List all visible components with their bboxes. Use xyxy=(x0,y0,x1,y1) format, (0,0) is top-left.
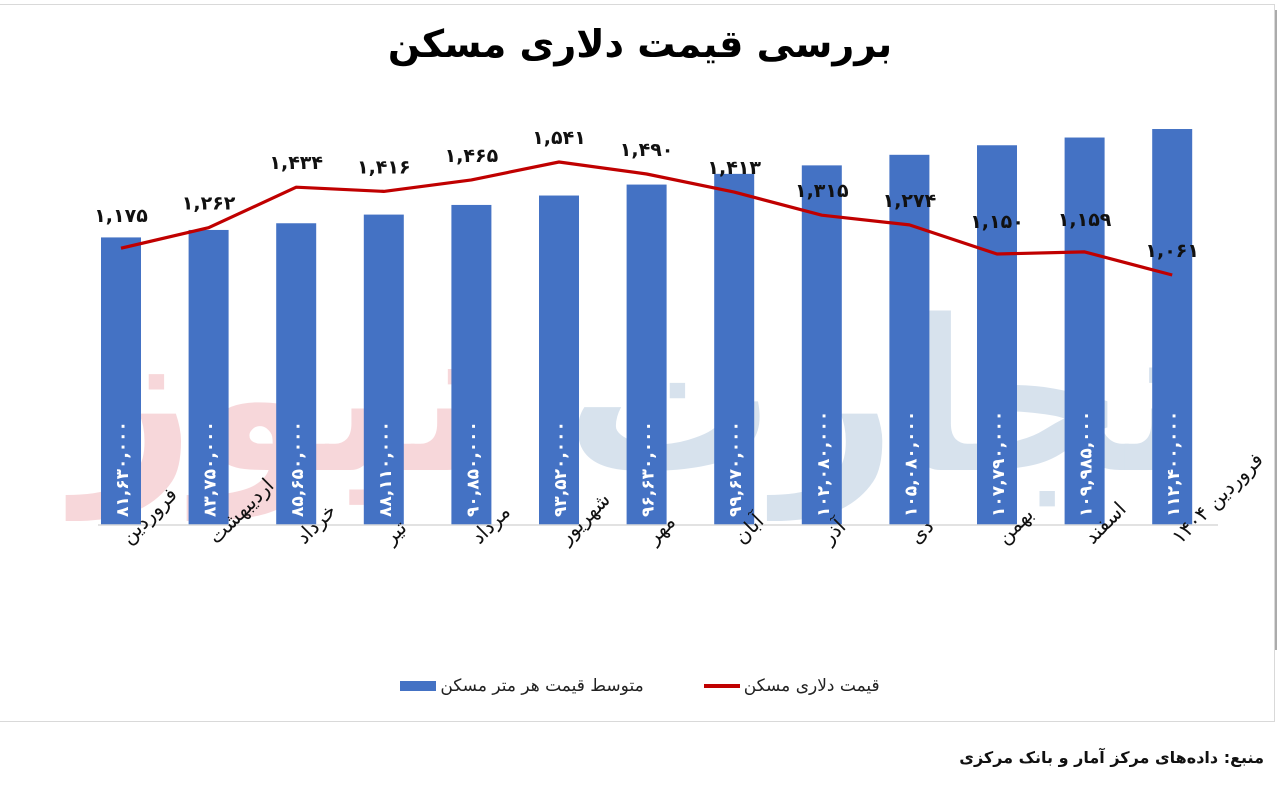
bar-value-label: ۸۵,۶۵۰,۰۰۰ xyxy=(288,421,308,517)
bar xyxy=(539,195,579,525)
line-value-label: ۱,۴۶۵ xyxy=(445,145,499,167)
bar xyxy=(801,165,842,525)
bar xyxy=(276,223,317,525)
frame-edge xyxy=(1275,10,1277,650)
price-line xyxy=(120,160,1173,277)
bar-value-label: ۱۰۷,۷۹۰,۰۰۰ xyxy=(989,411,1009,517)
bar xyxy=(363,214,404,525)
bar-value-label: ۸۱,۶۳۰,۰۰۰ xyxy=(113,421,133,517)
bar-value-label: ۹۶,۶۳۰,۰۰۰ xyxy=(639,421,659,517)
chart-title: بررسی قیمت دلاری مسکن xyxy=(387,22,893,66)
legend-item-bar: متوسط قیمت هر متر مسکن xyxy=(400,676,644,696)
bar-value-label: ۱۰۲,۰۸۰,۰۰۰ xyxy=(814,411,834,517)
bar xyxy=(1152,129,1193,525)
legend-item-line: قیمت دلاری مسکن xyxy=(703,676,880,696)
bar-value-label: ۸۳,۷۵۰,۰۰۰ xyxy=(201,421,221,517)
legend: متوسط قیمت هر متر مسکن قیمت دلاری مسکن xyxy=(0,676,1280,696)
legend-bar-label: متوسط قیمت هر متر مسکن xyxy=(440,676,644,696)
line-value-label: ۱,۰۶۱ xyxy=(1145,240,1199,262)
bar-value-label: ۹۹,۶۷۰,۰۰۰ xyxy=(726,421,746,517)
line-value-label: ۱,۱۷۵ xyxy=(94,205,148,227)
line-value-label: ۱,۵۴۱ xyxy=(532,127,586,149)
bar-value-label: ۱۰۵,۰۸۰,۰۰۰ xyxy=(901,411,921,517)
bar xyxy=(626,184,667,525)
legend-line-label: قیمت دلاری مسکن xyxy=(743,676,880,696)
line-value-label: ۱,۲۷۴ xyxy=(883,190,937,212)
legend-line-swatch-icon xyxy=(703,684,740,688)
line-value-label: ۱,۴۹۰ xyxy=(620,139,674,161)
bar xyxy=(101,237,141,525)
bar-value-labels: ۸۱,۶۳۰,۰۰۰ ۸۳,۷۵۰,۰۰۰ ۸۵,۶۵۰,۰۰۰ ۸۸,۱۱۰,۰۰۰… xyxy=(113,411,1184,517)
bar-value-label: ۱۱۲,۴۰۰,۰۰۰ xyxy=(1164,411,1184,517)
bar xyxy=(188,229,229,526)
line-value-label: ۱,۴۳۴ xyxy=(269,152,323,174)
line-value-label: ۱,۲۶۲ xyxy=(182,193,236,215)
legend-bar-swatch-icon xyxy=(400,681,437,691)
bar-value-label: ۱۰۹,۹۸۵,۰۰۰ xyxy=(1077,411,1097,517)
bar-value-label: ۸۸,۱۱۰,۰۰۰ xyxy=(376,421,396,517)
line-value-label: ۱,۴۱۶ xyxy=(357,156,411,178)
bar-series xyxy=(101,129,1193,526)
bar-value-label: ۹۰,۸۵۰,۰۰۰ xyxy=(463,421,483,517)
line-series xyxy=(120,160,1173,277)
bar xyxy=(714,173,755,525)
line-value-label: ۱,۱۵۰ xyxy=(970,211,1024,233)
bar xyxy=(1064,137,1105,526)
bar xyxy=(977,145,1017,525)
bar-value-label: ۹۳,۵۲۰,۰۰۰ xyxy=(551,421,571,517)
line-value-labels: ۱,۱۷۵ ۱,۲۶۲ ۱,۴۳۴ ۱,۴۱۶ ۱,۴۶۵ ۱,۵۴۱ ۱,۴۹۰ ۱,۴۱۳… xyxy=(94,127,1199,262)
bar xyxy=(889,154,930,525)
line-value-label: ۱,۴۱۳ xyxy=(707,157,761,179)
line-value-label: ۱,۳۱۵ xyxy=(795,180,849,202)
bar xyxy=(451,204,492,525)
line-value-label: ۱,۱۵۹ xyxy=(1058,209,1112,231)
source-note: منبع: داده‌های مرکز آمار و بانک مرکزی xyxy=(959,748,1264,767)
